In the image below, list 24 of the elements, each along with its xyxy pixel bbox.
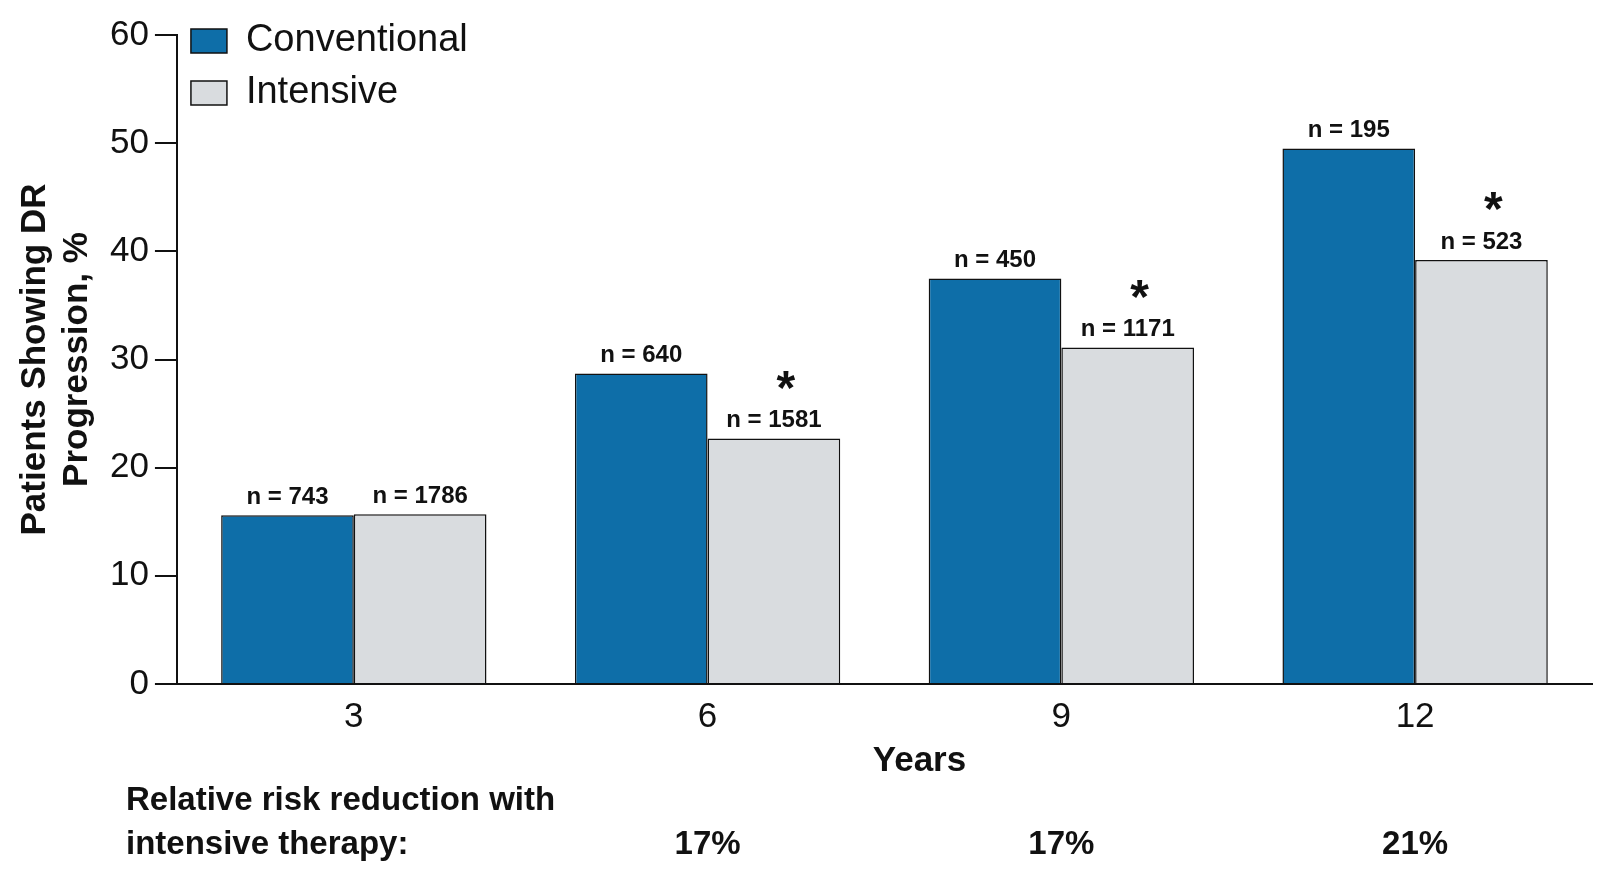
legend-label: Conventional <box>245 17 468 60</box>
y-tick-label: 10 <box>109 553 149 593</box>
text: Relative risk reduction with intensive therapy: <box>126 780 556 861</box>
y-tick-label: 0 <box>129 661 149 701</box>
annotation: n = 743 <box>246 481 329 509</box>
y-axis-title: Patients Showing DR Progression, % <box>12 183 94 536</box>
annotation: n = 450 <box>953 245 1037 272</box>
x-tick-label: 3 <box>344 694 364 734</box>
y-tick-label: 60 <box>109 12 149 52</box>
y-tick-label: 50 <box>109 120 149 160</box>
x-tick-label: 12 <box>1395 694 1435 734</box>
annotation: n = 195 <box>1307 115 1390 143</box>
x-axis-title: Years <box>872 739 967 779</box>
annotation: n = 640 <box>600 340 683 368</box>
y-tick-label: 30 <box>109 337 149 377</box>
y-tick-label: 20 <box>109 445 149 485</box>
x-tick-label: 6 <box>697 694 718 734</box>
annotation: n = 1786 <box>372 480 468 508</box>
text: 17% <box>674 824 741 861</box>
x-tick-label: 9 <box>1051 694 1072 734</box>
y-tick-label: 40 <box>109 228 149 268</box>
text: 17% <box>1028 824 1095 861</box>
text: 21% <box>1382 824 1449 861</box>
legend-label: Intensive <box>245 69 399 112</box>
